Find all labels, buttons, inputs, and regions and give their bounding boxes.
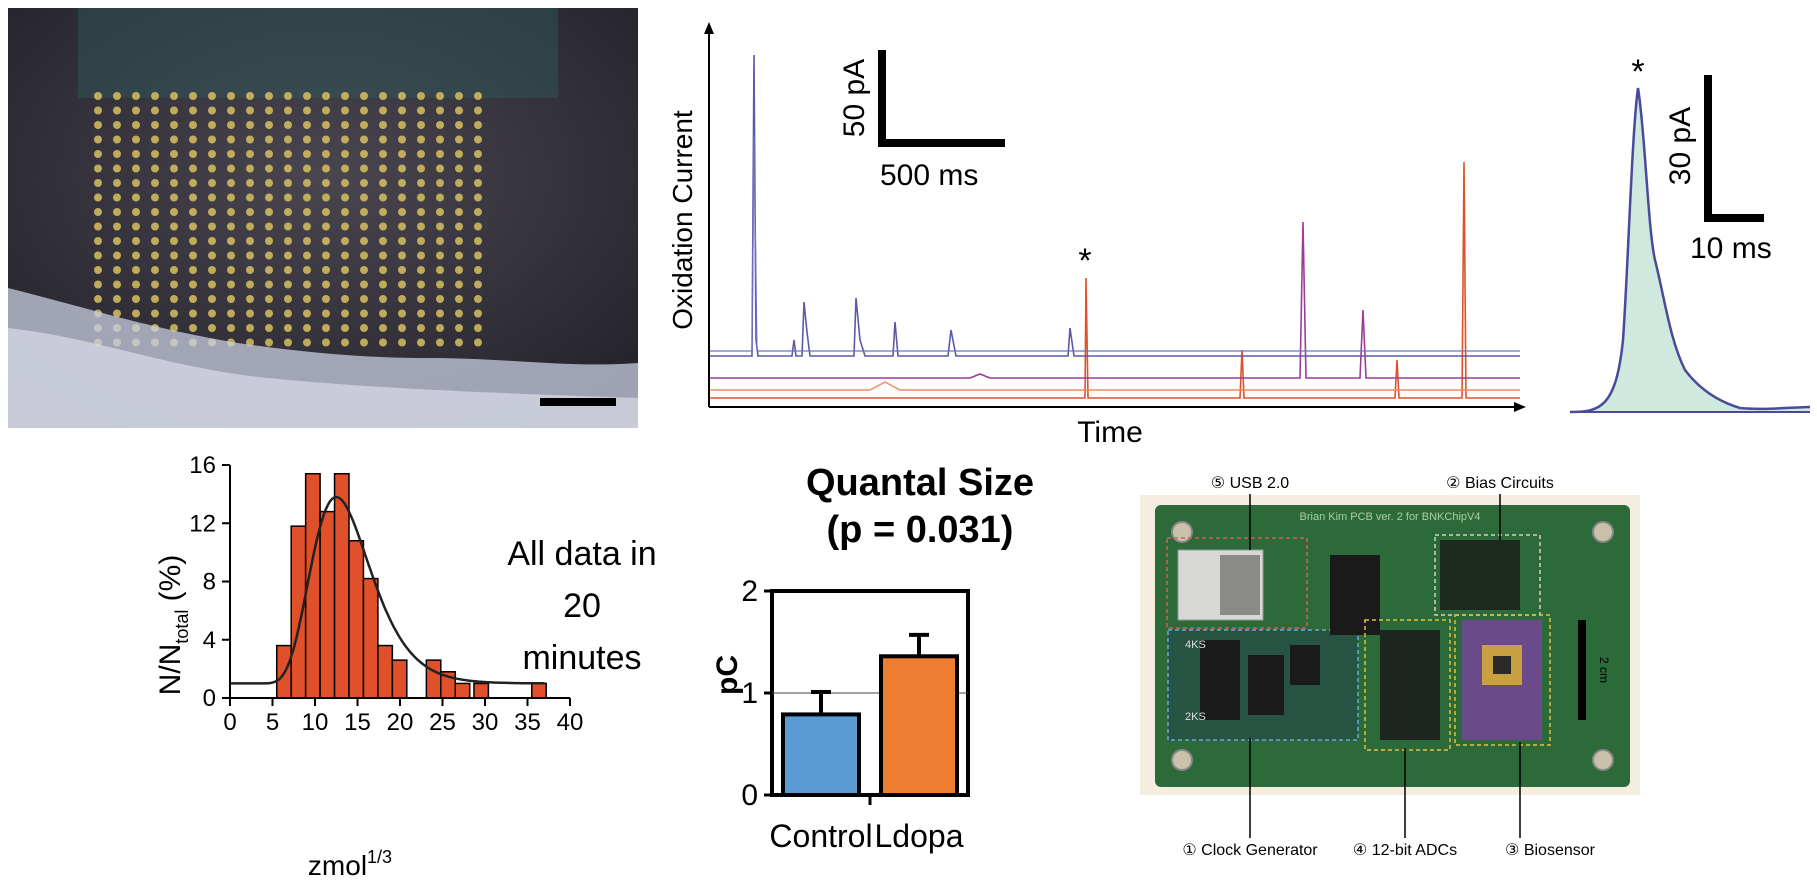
histogram-x-tick-label: 30 bbox=[472, 709, 499, 736]
pcb-image: Brian Kim PCB ver. 2 for BNKChipV4 2 cm … bbox=[1140, 475, 1640, 859]
bar-ldopa bbox=[879, 654, 959, 797]
histogram-bar-12 bbox=[473, 682, 490, 699]
histogram-panel: 0 5 10 15 20 25 30 35 40 0 4 8 12 16 zmol1/3 N/Ntota… bbox=[150, 452, 710, 885]
trace-blue bbox=[710, 54, 1520, 357]
histogram-bar-8 bbox=[391, 659, 408, 699]
trace-lines bbox=[710, 54, 1520, 399]
category-label-ldopa: Ldopa bbox=[875, 818, 964, 854]
label-clock: ① Clock Generator bbox=[1182, 842, 1318, 859]
histogram-y-tick-label: 8 bbox=[203, 569, 216, 596]
histogram-x-tick-label: 5 bbox=[266, 709, 279, 736]
label-adc: ④ 12-bit ADCs bbox=[1353, 842, 1457, 859]
zoom-fill bbox=[1570, 88, 1810, 412]
adc-region bbox=[1380, 630, 1440, 740]
pcb-scale-label: 2 cm bbox=[1597, 657, 1611, 683]
histogram-x-tick-label: 40 bbox=[557, 709, 584, 736]
histogram-bar-9 bbox=[425, 659, 442, 699]
histogram-x-ticks: 0 5 10 15 20 25 30 35 40 bbox=[223, 698, 583, 736]
zoom-scale-time: 10 ms bbox=[1690, 232, 1772, 265]
label-usb: ⑤ USB 2.0 bbox=[1211, 475, 1289, 492]
scale-bar bbox=[540, 398, 616, 406]
histogram-x-tick-label: 20 bbox=[387, 709, 414, 736]
quantal-y-tick-label: 0 bbox=[741, 779, 758, 812]
zoomed-spike: * 30 pA 10 ms bbox=[1569, 53, 1811, 414]
histogram-bar-6 bbox=[362, 577, 379, 699]
memory-chip bbox=[1330, 555, 1380, 635]
trace-orange bbox=[710, 381, 1520, 391]
trace-purple bbox=[710, 221, 1520, 379]
histogram-x-tick-label: 25 bbox=[429, 709, 456, 736]
histogram-fit-curve bbox=[230, 495, 545, 685]
bar-control bbox=[781, 712, 861, 798]
electrode-grid bbox=[94, 92, 482, 347]
chart-title: Quantal Size bbox=[806, 462, 1034, 504]
y-axis-arrow bbox=[704, 22, 714, 34]
chart-subtitle: (p = 0.031) bbox=[827, 509, 1014, 551]
histogram-x-tick-label: 15 bbox=[344, 709, 371, 736]
zoom-marker: * bbox=[1631, 53, 1644, 91]
amperometry-traces-panel: Oxidation Current Time 50 pA 500 ms * * … bbox=[667, 10, 1817, 450]
quantal-y-label: pC bbox=[711, 655, 744, 695]
bias-circuits-region bbox=[1440, 540, 1520, 610]
histogram-bar-7 bbox=[377, 644, 394, 699]
electrode-array-image bbox=[8, 8, 638, 428]
scale-current-label: 50 pA bbox=[838, 59, 871, 137]
trace-blue-2 bbox=[710, 134, 1520, 352]
histogram-x-tick-label: 35 bbox=[514, 709, 541, 736]
pcb-header: Brian Kim PCB ver. 2 for BNKChipV4 bbox=[1300, 511, 1481, 523]
label-bias: ② Bias Circuits bbox=[1446, 475, 1554, 492]
pcb-scale-bar bbox=[1578, 620, 1586, 720]
zoom-scale-current: 30 pA bbox=[1664, 107, 1697, 185]
histogram-y-tick-label: 0 bbox=[203, 685, 216, 712]
histogram-bar-1 bbox=[290, 525, 307, 699]
annotation-line-3: minutes bbox=[522, 639, 641, 677]
electrode-array-photo bbox=[8, 8, 638, 428]
histogram-y-label: N/Ntotal (%) bbox=[154, 555, 192, 696]
zoom-trace bbox=[1569, 87, 1811, 414]
histogram-x-tick-label: 0 bbox=[223, 709, 236, 736]
histogram-bar-11 bbox=[454, 682, 471, 699]
x-axis-label: Time bbox=[1077, 416, 1143, 449]
spike-marker: * bbox=[1078, 242, 1091, 280]
quantal-size-panel: Quantal Size (p = 0.031) 0 1 2 Control Ldopa… bbox=[700, 455, 1100, 885]
label-biosensor: ③ Biosensor bbox=[1505, 842, 1596, 859]
histogram-chart: 0 5 10 15 20 25 30 35 40 0 4 8 12 16 zmol1/3 N/Ntota… bbox=[154, 452, 657, 881]
histogram-y-tick-label: 12 bbox=[189, 510, 216, 537]
histogram-x-label: zmol1/3 bbox=[308, 847, 392, 881]
annotation-line-1: All data in bbox=[507, 535, 656, 573]
histogram-x-tick-label: 10 bbox=[302, 709, 329, 736]
quantal-y-tick-label: 1 bbox=[741, 677, 758, 710]
pcb-photo-panel: Brian Kim PCB ver. 2 for BNKChipV4 2 cm … bbox=[1140, 470, 1660, 860]
histogram-y-tick-label: 4 bbox=[203, 627, 216, 654]
histogram-bars bbox=[276, 472, 547, 699]
quantal-size-chart: Quantal Size (p = 0.031) 0 1 2 Control Ldopa… bbox=[711, 462, 1034, 854]
histogram-bar-13 bbox=[531, 682, 547, 699]
trace-red bbox=[710, 161, 1520, 399]
quantal-size-plot: 0 1 2 Control Ldopa bbox=[741, 575, 970, 854]
category-label-control: Control bbox=[769, 818, 872, 854]
histogram-bar-3 bbox=[319, 510, 336, 699]
scale-bar-traces: 50 pA 500 ms bbox=[838, 50, 1005, 192]
histogram-y-tick-label: 16 bbox=[189, 455, 216, 479]
histogram-y-ticks: 0 4 8 12 16 bbox=[189, 452, 230, 712]
traces-svg: Oxidation Current Time 50 pA 500 ms * * … bbox=[667, 22, 1811, 449]
y-axis-label: Oxidation Current bbox=[670, 110, 698, 330]
switch-label-2: 2KS bbox=[1185, 711, 1206, 723]
quantal-y-tick-label: 2 bbox=[741, 575, 758, 608]
scale-time-label: 500 ms bbox=[880, 159, 978, 192]
histogram-bar-5 bbox=[348, 539, 365, 699]
annotation-line-2: 20 bbox=[563, 587, 601, 625]
switch-label-1: 4KS bbox=[1185, 639, 1206, 651]
x-axis-arrow bbox=[1514, 402, 1526, 412]
